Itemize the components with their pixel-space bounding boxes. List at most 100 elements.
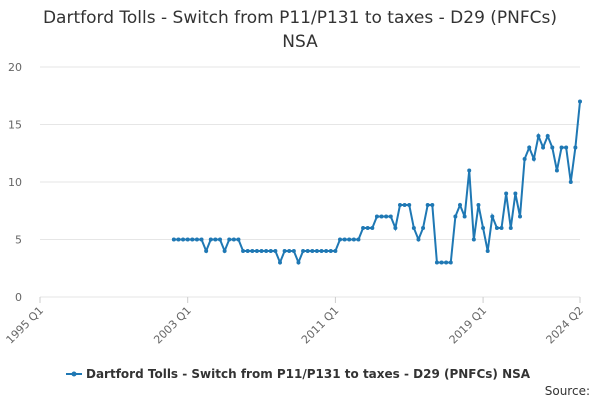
point xyxy=(444,260,449,265)
point xyxy=(545,134,550,138)
point xyxy=(554,168,559,173)
point xyxy=(361,226,366,230)
point xyxy=(171,237,176,242)
legend-label: Dartford Tolls - Switch from P11/P131 to… xyxy=(86,367,531,381)
point xyxy=(453,214,458,219)
point xyxy=(305,249,310,253)
point xyxy=(573,145,578,150)
point xyxy=(218,237,222,242)
point xyxy=(476,203,481,207)
point xyxy=(430,203,435,207)
point xyxy=(301,249,306,253)
point xyxy=(402,203,407,207)
point xyxy=(559,145,564,150)
point xyxy=(481,226,486,230)
point xyxy=(578,99,582,104)
y-tick-label: 10 xyxy=(8,176,22,189)
point xyxy=(425,203,430,207)
point xyxy=(268,249,273,253)
point xyxy=(314,249,319,253)
point xyxy=(208,237,213,242)
y-tick-label: 0 xyxy=(15,291,22,304)
point xyxy=(245,249,250,253)
chart-title: Dartford Tolls - Switch from P11/P131 to… xyxy=(42,8,558,52)
point xyxy=(522,157,527,161)
point xyxy=(550,145,555,150)
point xyxy=(379,214,384,219)
point xyxy=(393,226,398,230)
point xyxy=(531,157,536,161)
point xyxy=(508,226,513,230)
point xyxy=(527,145,532,150)
point xyxy=(333,249,338,253)
point xyxy=(291,249,296,253)
y-tick-label: 20 xyxy=(8,61,22,74)
point xyxy=(227,237,232,242)
point xyxy=(250,249,255,253)
point xyxy=(185,237,190,242)
source: Source: xyxy=(545,384,590,398)
point xyxy=(338,237,342,242)
point xyxy=(370,226,375,230)
point xyxy=(439,260,444,265)
point xyxy=(518,214,522,219)
point xyxy=(236,237,241,242)
point xyxy=(356,237,361,242)
point xyxy=(176,237,181,242)
y-tick-label: 5 xyxy=(15,234,22,247)
point xyxy=(231,237,236,242)
point xyxy=(213,237,218,242)
point xyxy=(494,226,499,230)
point xyxy=(568,180,573,184)
x-tick-label: 2011 Q1 xyxy=(299,304,342,347)
point xyxy=(490,214,495,219)
point xyxy=(504,191,509,196)
point xyxy=(254,249,259,253)
point xyxy=(365,226,370,230)
point xyxy=(499,226,504,230)
point xyxy=(287,249,292,253)
point xyxy=(259,249,264,253)
point xyxy=(398,203,402,207)
point xyxy=(374,214,379,219)
point xyxy=(342,237,347,242)
point xyxy=(282,249,287,253)
point xyxy=(310,249,315,253)
point xyxy=(273,249,278,253)
point xyxy=(241,249,246,253)
point xyxy=(204,249,209,253)
x-tick-label: 2019 Q1 xyxy=(447,304,490,347)
point xyxy=(416,237,421,242)
point xyxy=(485,249,490,253)
point xyxy=(467,168,472,173)
point xyxy=(388,214,393,219)
point xyxy=(434,260,439,265)
point xyxy=(328,249,333,253)
x-tick-label: 1995 Q1 xyxy=(4,304,47,347)
point xyxy=(190,237,195,242)
point xyxy=(194,237,199,242)
point xyxy=(471,237,476,242)
x-tick-label: 2024 Q2 xyxy=(544,304,587,347)
y-tick-label: 15 xyxy=(8,119,22,132)
point xyxy=(536,134,541,138)
point xyxy=(278,260,282,265)
point xyxy=(181,237,186,242)
point xyxy=(411,226,416,230)
legend-marker xyxy=(71,371,77,377)
point xyxy=(199,237,204,242)
point xyxy=(421,226,426,230)
point xyxy=(296,260,301,265)
point xyxy=(407,203,412,207)
point xyxy=(564,145,569,150)
point xyxy=(541,145,546,150)
point xyxy=(264,249,269,253)
point xyxy=(513,191,518,196)
point xyxy=(324,249,329,253)
point xyxy=(462,214,467,219)
point xyxy=(222,249,227,253)
point xyxy=(319,249,324,253)
point xyxy=(448,260,453,265)
